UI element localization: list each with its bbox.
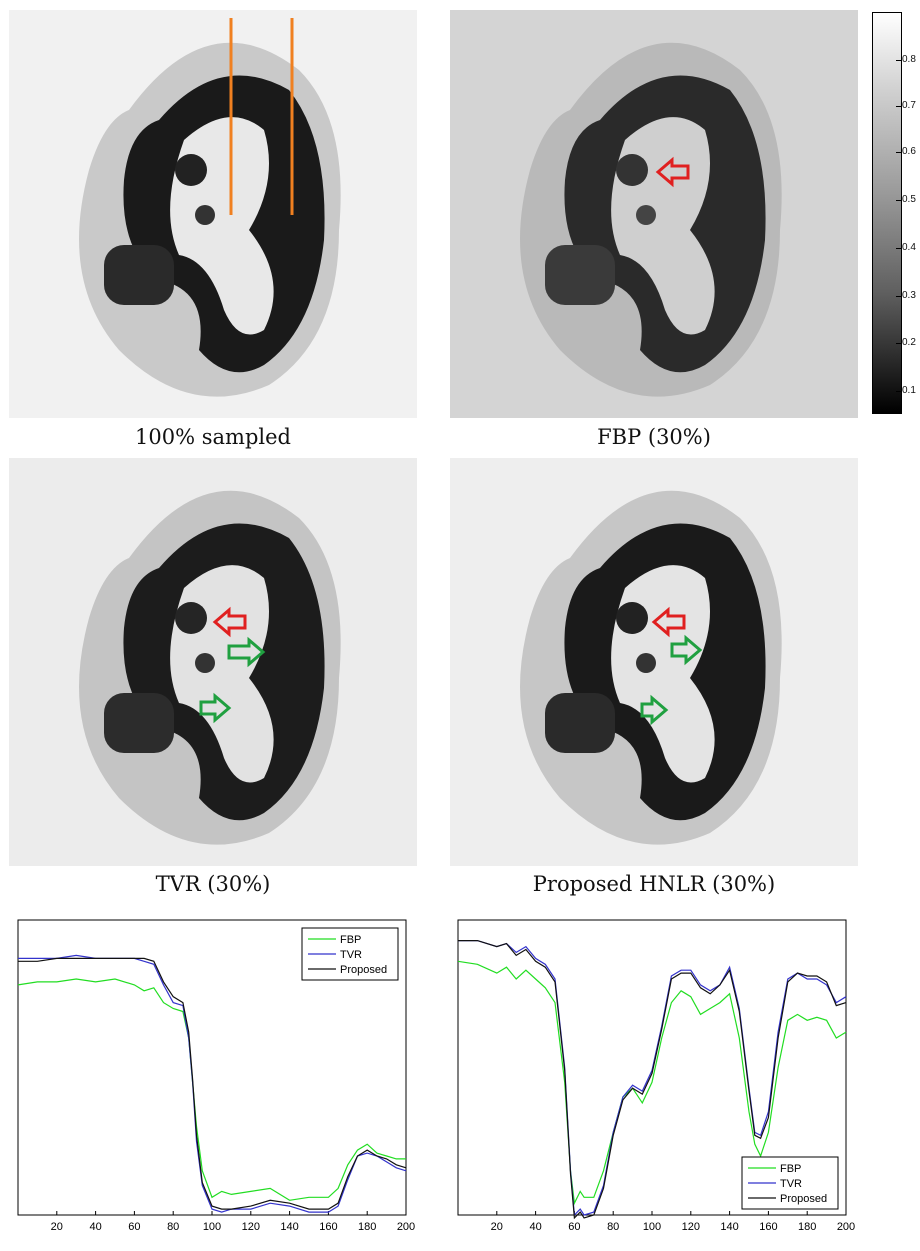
x-tick-label: 160 <box>759 1221 777 1233</box>
series-line-tvr <box>458 940 847 1217</box>
x-tick-label: 40 <box>529 1221 541 1233</box>
legend-label: Proposed <box>340 964 387 976</box>
caption-proposed: Proposed HNLR (30%) <box>532 872 776 896</box>
x-tick-label: 120 <box>242 1221 260 1233</box>
x-tick-label: 180 <box>798 1221 816 1233</box>
series-line-proposed <box>18 957 407 1210</box>
legend-label: FBP <box>780 1163 801 1175</box>
green-arrow-icon <box>670 634 703 666</box>
image-tvr <box>9 458 417 866</box>
profile-plot-2: 20 40 60 80 100 120 140 160 180 200 FBP TVR Proposed <box>457 919 855 1233</box>
series-line-fbp <box>17 978 406 1201</box>
profile-plot-1: 20 40 60 80 100 120 140 160 180 200 FBP TVR Proposed <box>17 919 415 1233</box>
x-tick-label: 60 <box>128 1221 140 1233</box>
x-tick-label: 80 <box>167 1221 179 1233</box>
image-proposed <box>450 458 858 866</box>
green-arrow-icon <box>199 692 232 724</box>
image-100-sampled <box>9 10 417 418</box>
x-tick-label: 120 <box>682 1221 700 1233</box>
x-tick-label: 20 <box>51 1221 63 1233</box>
x-tick-label: 100 <box>203 1221 221 1233</box>
legend-label: TVR <box>340 949 362 961</box>
colorbar-tick: 0.8 <box>902 54 916 65</box>
x-tick-label: 20 <box>491 1221 503 1233</box>
x-tick-label: 140 <box>280 1221 298 1233</box>
colorbar-tick: 0.3 <box>902 290 916 301</box>
colorbar-tick: 0.1 <box>902 385 916 396</box>
red-arrow-icon <box>212 606 247 638</box>
colorbar-tick: 0.5 <box>902 194 916 205</box>
x-tick-label: 160 <box>319 1221 337 1233</box>
x-tick-label: 100 <box>643 1221 661 1233</box>
x-tick-label: 200 <box>397 1221 415 1233</box>
series-line-fbp <box>457 960 847 1206</box>
legend-label: TVR <box>780 1178 802 1190</box>
red-arrow-icon <box>651 606 686 638</box>
caption-100-sampled: 100% sampled <box>135 425 291 449</box>
colorbar-tick: 0.4 <box>902 242 916 253</box>
x-tick-label: 180 <box>358 1221 376 1233</box>
caption-tvr: TVR (30%) <box>155 872 271 896</box>
x-tick-label: 200 <box>837 1221 855 1233</box>
x-tick-label: 140 <box>720 1221 738 1233</box>
colorbar-tick: 0.6 <box>902 146 916 157</box>
colorbar-tick: 0.2 <box>902 337 916 348</box>
colorbar <box>872 12 902 414</box>
legend-label: Proposed <box>780 1193 827 1205</box>
caption-fbp: FBP (30%) <box>597 425 711 449</box>
green-arrow-icon <box>640 694 669 726</box>
series-line-proposed <box>458 940 847 1220</box>
red-arrow-icon <box>655 156 690 188</box>
green-arrow-icon <box>227 636 266 668</box>
x-tick-label: 60 <box>568 1221 580 1233</box>
x-tick-label: 40 <box>89 1221 101 1233</box>
x-tick-label: 80 <box>607 1221 619 1233</box>
legend-label: FBP <box>340 934 361 946</box>
image-fbp <box>450 10 858 418</box>
colorbar-tick: 0.7 <box>902 100 916 111</box>
